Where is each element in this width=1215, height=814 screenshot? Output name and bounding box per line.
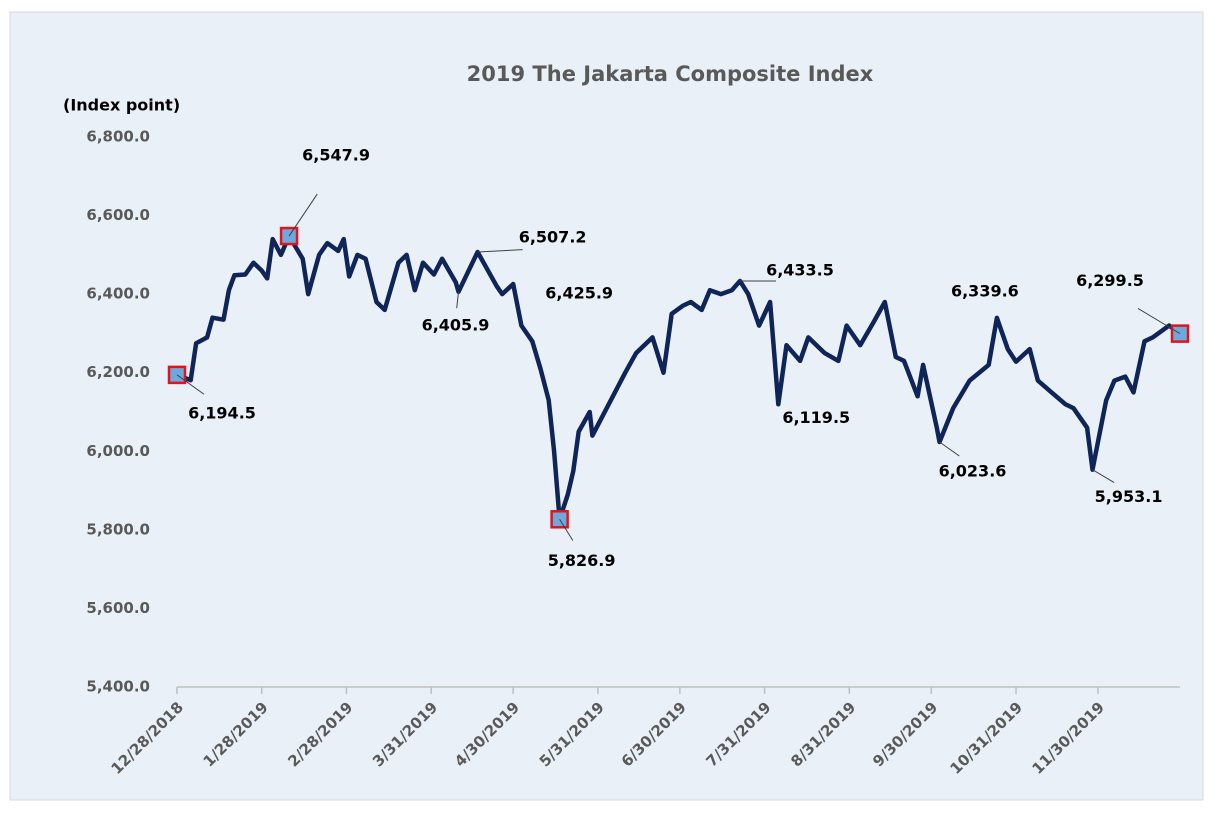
data-label: 6,425.9 — [545, 283, 613, 302]
y-tick-label: 5,800.0 — [86, 520, 150, 538]
chart-title: 2019 The Jakarta Composite Index — [467, 62, 874, 86]
data-label: 6,119.5 — [782, 408, 850, 427]
data-label: 6,194.5 — [188, 403, 256, 422]
leader-line — [1092, 469, 1115, 483]
data-label: 6,023.6 — [939, 462, 1007, 481]
y-tick-label: 6,400.0 — [86, 285, 150, 303]
y-axis-label: (Index point) — [63, 96, 180, 115]
leader-line — [477, 249, 523, 253]
y-tick-label: 6,800.0 — [86, 128, 150, 146]
leader-line — [456, 291, 459, 309]
y-tick-label: 6,600.0 — [86, 206, 150, 224]
leader-line — [939, 441, 960, 457]
data-label: 5,826.9 — [548, 551, 616, 570]
leader-line — [288, 193, 318, 237]
leader-line — [559, 519, 574, 541]
data-label: 6,339.6 — [951, 281, 1019, 300]
leader-line — [176, 374, 205, 395]
data-label: 6,547.9 — [302, 146, 370, 165]
index-line — [176, 233, 1182, 522]
y-tick-label: 6,200.0 — [86, 363, 150, 381]
data-label: 6,507.2 — [519, 228, 587, 247]
y-tick-label: 5,400.0 — [86, 678, 150, 696]
data-label: 5,953.1 — [1095, 487, 1163, 506]
y-tick-label: 5,600.0 — [86, 599, 150, 617]
data-label: 6,405.9 — [422, 315, 490, 334]
data-label: 6,433.5 — [766, 260, 834, 279]
leader-line — [1137, 307, 1181, 335]
data-label: 6,299.5 — [1076, 271, 1144, 290]
y-tick-label: 6,000.0 — [86, 442, 150, 460]
